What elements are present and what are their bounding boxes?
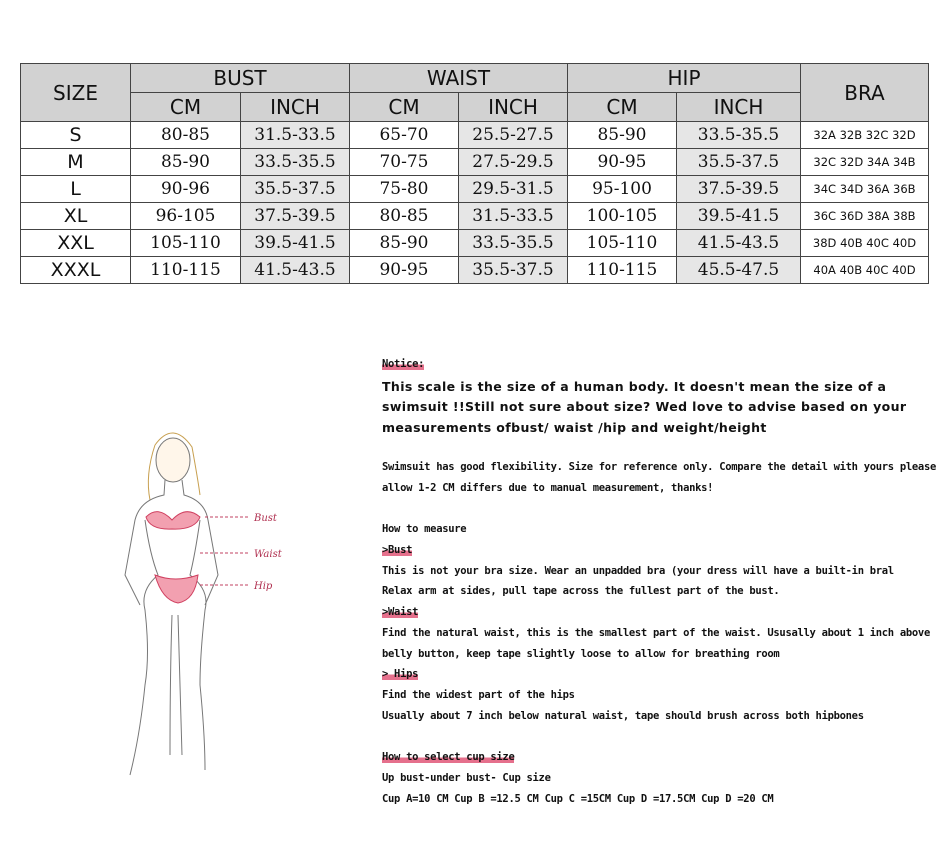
table-cell: 39.5-41.5: [676, 202, 801, 230]
table-cell: 110-115: [130, 256, 241, 284]
table-cell: 25.5-27.5: [458, 121, 568, 149]
table-cell: XXXL: [20, 256, 131, 284]
table-cell: XXL: [20, 229, 131, 257]
table-cell: L: [20, 175, 131, 203]
table-cell: CM: [349, 92, 459, 122]
table-cell: INCH: [676, 92, 801, 122]
table-cell: 29.5-31.5: [458, 175, 568, 203]
intro-line: measurements ofbust/ waist /hip and weig…: [382, 420, 767, 435]
table-cell: 105-110: [130, 229, 241, 257]
table-cell: 90-95: [567, 148, 677, 176]
table-cell: 33.5-35.5: [458, 229, 568, 257]
figure-label: Hip: [253, 581, 273, 592]
text: Cup A=10 CM Cup B =12.5 CM Cup C =15CM C…: [382, 793, 774, 805]
table-cell: 34C 34D 36A 36B: [800, 175, 929, 203]
figure: Bust Waist Hip: [124, 432, 283, 776]
table-cell: 37.5-39.5: [676, 175, 801, 203]
table-cell: 100-105: [567, 202, 677, 230]
note-line: Swimsuit has good flexibility. Size for …: [382, 461, 936, 473]
table-cell: 41.5-43.5: [676, 229, 801, 257]
text: Up bust-under bust- Cup size: [382, 772, 551, 784]
table-cell: 32C 32D 34A 34B: [800, 148, 929, 176]
table-cell: WAIST: [349, 63, 568, 93]
table-cell: 90-95: [349, 256, 459, 284]
table-cell: 33.5-35.5: [240, 148, 350, 176]
table-cell: 35.5-37.5: [240, 175, 350, 203]
table-cell: 38D 40B 40C 40D: [800, 229, 929, 257]
measure-lines: [200, 516, 250, 586]
table-cell: M: [20, 148, 131, 176]
table-cell: 31.5-33.5: [458, 202, 568, 230]
heading: How to select cup size: [382, 751, 515, 763]
table-cell: 95-100: [567, 175, 677, 203]
table-cell: BUST: [130, 63, 350, 93]
figure-label: Waist: [254, 549, 283, 560]
table-cell: XL: [20, 202, 131, 230]
table-cell: 85-90: [130, 148, 241, 176]
body-outline: [124, 432, 219, 776]
bikini: [145, 511, 201, 604]
table-cell: CM: [130, 92, 241, 122]
table-cell: 85-90: [349, 229, 459, 257]
table-cell: 31.5-33.5: [240, 121, 350, 149]
table-cell: 85-90: [567, 121, 677, 149]
table-cell: 41.5-43.5: [240, 256, 350, 284]
text: Find the widest part of the hips: [382, 689, 575, 701]
heading: Notice:: [382, 358, 425, 370]
table-cell: 105-110: [567, 229, 677, 257]
text: Relax arm at sides, pull tape across the…: [382, 585, 780, 597]
table-cell: INCH: [458, 92, 568, 122]
table-cell: 96-105: [130, 202, 241, 230]
table-cell: SIZE: [20, 63, 131, 122]
heading: > Hips: [382, 668, 419, 680]
table-cell: INCH: [240, 92, 350, 122]
table-cell: 35.5-37.5: [676, 148, 801, 176]
table-cell: 27.5-29.5: [458, 148, 568, 176]
table-cell: 40A 40B 40C 40D: [800, 256, 929, 284]
text: Find the natural waist, this is the smal…: [382, 627, 930, 639]
text: belly button, keep tape slightly loose t…: [382, 648, 780, 660]
table-cell: 90-96: [130, 175, 241, 203]
text: This is not your bra size. Wear an unpad…: [382, 565, 894, 577]
heading: >Bust: [382, 544, 413, 556]
intro-line: swimsuit !!Still not sure about size? We…: [382, 399, 907, 414]
intro-line: This scale is the size of a human body. …: [382, 379, 887, 394]
table-cell: 80-85: [349, 202, 459, 230]
table-cell: 110-115: [567, 256, 677, 284]
table-cell: 37.5-39.5: [240, 202, 350, 230]
table-cell: 65-70: [349, 121, 459, 149]
table-cell: 80-85: [130, 121, 241, 149]
table-cell: 35.5-37.5: [458, 256, 568, 284]
table-cell: HIP: [567, 63, 801, 93]
table-cell: BRA: [800, 63, 929, 122]
table-cell: 36C 36D 38A 38B: [800, 202, 929, 230]
table-cell: CM: [567, 92, 677, 122]
table-cell: 39.5-41.5: [240, 229, 350, 257]
note-line: allow 1-2 CM differs due to manual measu…: [382, 482, 714, 494]
table-cell: 45.5-47.5: [676, 256, 801, 284]
table-cell: S: [20, 121, 131, 149]
table-cell: 33.5-35.5: [676, 121, 801, 149]
text: Usually about 7 inch below natural waist…: [382, 710, 864, 722]
text: How to measure: [382, 523, 467, 535]
table-cell: 75-80: [349, 175, 459, 203]
figure-label: Bust: [253, 513, 278, 524]
size-table: SIZE BUST WAIST HIP BRA CM INCH CM INCH CM INCH S 80…: [20, 63, 929, 284]
heading: >Waist: [382, 606, 419, 618]
table-cell: 32A 32B 32C 32D: [800, 121, 929, 149]
table-cell: 70-75: [349, 148, 459, 176]
